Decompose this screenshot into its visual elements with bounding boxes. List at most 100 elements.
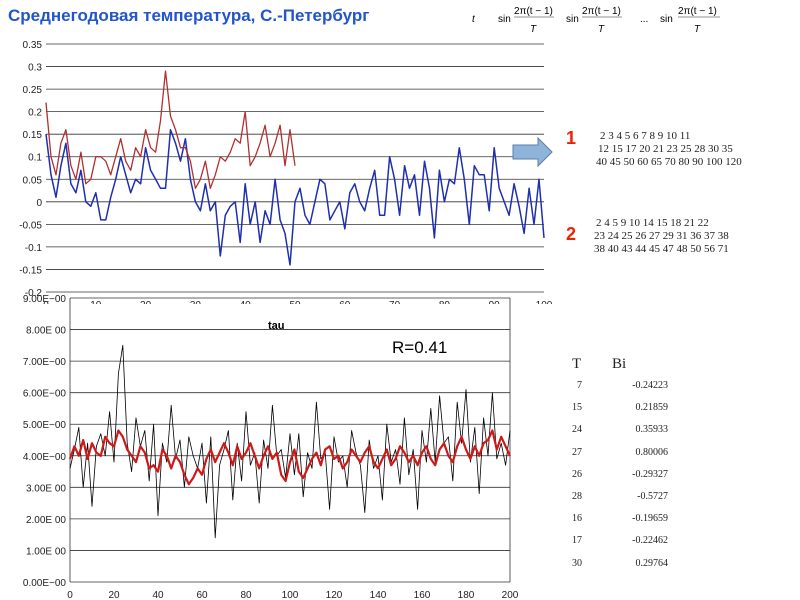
bi-cell-bi: 0.80006 bbox=[635, 446, 669, 458]
y-tick-label: 0.25 bbox=[23, 85, 43, 96]
x-tick-label: 100 bbox=[536, 300, 553, 304]
bi-cell-bi: -0.5727 bbox=[637, 490, 668, 502]
x-tick-label: 20 bbox=[108, 590, 120, 600]
y-tick-label: 2.00E 00 bbox=[26, 515, 66, 526]
series-line-0 bbox=[69, 344, 511, 539]
bi-cell-bi: 0.35933 bbox=[635, 424, 669, 436]
y-tick-label: 0.3 bbox=[28, 63, 42, 74]
series-line-0 bbox=[45, 128, 545, 266]
bi-cell-t: 15 bbox=[572, 402, 582, 414]
x-tick-label: 60 bbox=[339, 300, 351, 304]
period-set-2-line: 38 40 43 44 45 47 48 50 56 71 bbox=[594, 243, 729, 255]
bi-table-header: T Bi bbox=[556, 356, 676, 380]
x-tick-label: 60 bbox=[196, 590, 208, 600]
bi-table-row: 27 0.80006 bbox=[556, 447, 676, 469]
formula-den-n: T bbox=[694, 24, 701, 35]
x-tick-label: 80 bbox=[240, 590, 252, 600]
x-tick-label: 120 bbox=[326, 590, 343, 600]
y-tick-label: 9.00E−00 bbox=[23, 294, 67, 305]
y-tick-label: -0.15 bbox=[19, 265, 42, 276]
y-tick-label: 0.15 bbox=[23, 130, 43, 141]
bi-table-row: 15 0.21859 bbox=[556, 402, 676, 424]
y-tick-label: 6.00E−00 bbox=[23, 389, 67, 400]
y-tick-label: 0.1 bbox=[28, 153, 42, 164]
label-one: 1 bbox=[566, 128, 577, 148]
y-tick-label: 0.00E−00 bbox=[23, 578, 67, 589]
bi-cell-t: 17 bbox=[572, 535, 582, 547]
bi-cell-t: 7 bbox=[577, 380, 582, 391]
bi-cell-t: 30 bbox=[572, 557, 582, 569]
formula-t: t bbox=[472, 14, 476, 25]
y-tick-label: 8.00E 00 bbox=[26, 326, 66, 337]
correlation-label: R=0.41 bbox=[392, 338, 448, 357]
y-tick-label: 1.00E 00 bbox=[26, 546, 66, 557]
bi-cell-bi: 0.21859 bbox=[635, 402, 669, 414]
formula-num-2: 2π(t − 1) bbox=[582, 6, 621, 17]
y-tick-label: 0.35 bbox=[23, 40, 43, 51]
series-line-1 bbox=[68, 429, 511, 486]
y-tick-label: 0 bbox=[36, 198, 42, 209]
page-title: Среднегодовая температура, С.-Петербург bbox=[8, 6, 370, 25]
bi-table-row: 24 0.35933 bbox=[556, 424, 676, 446]
x-tick-label: 40 bbox=[240, 300, 252, 304]
bi-table: T Bi 7 -0.24223 15 0.21859 24 0.35933 27 0.8000… bbox=[556, 356, 676, 580]
formula-sin-n: sin bbox=[660, 14, 673, 25]
y-tick-label: -0.05 bbox=[19, 220, 42, 231]
bi-table-row: 7 -0.24223 bbox=[556, 380, 676, 402]
period-set-1-line: 12 15 17 20 21 23 25 28 30 35 bbox=[598, 143, 733, 155]
x-tick-label: 30 bbox=[190, 300, 202, 304]
period-set-2-line: 2 4 5 9 10 14 15 18 21 22 bbox=[596, 217, 709, 229]
y-tick-label: -0.2 bbox=[25, 288, 43, 299]
label-two: 2 bbox=[566, 224, 577, 244]
formula-den-2: T bbox=[598, 24, 605, 35]
period-set-1-line: 2 3 4 5 6 7 8 9 10 11 bbox=[600, 130, 691, 142]
period-set-2-line: 23 24 25 26 27 29 31 36 37 38 bbox=[594, 230, 729, 242]
x-tick-label: 70 bbox=[389, 300, 401, 304]
arrow-icon bbox=[512, 137, 553, 168]
x-tick-label: 80 bbox=[439, 300, 451, 304]
x-tick-label: 140 bbox=[370, 590, 387, 600]
x-tick-label: 20 bbox=[140, 300, 152, 304]
series-line-1 bbox=[45, 70, 296, 189]
period-set-1-line: 40 45 50 60 65 70 80 90 100 120 bbox=[596, 156, 742, 168]
formula-num-1: 2π(t − 1) bbox=[514, 6, 553, 17]
bi-cell-t: 26 bbox=[572, 468, 582, 480]
bi-cell-bi: -0.19659 bbox=[632, 513, 668, 525]
bi-table-row: 16 -0.19659 bbox=[556, 513, 676, 535]
period-set-1: 2 3 4 5 6 7 8 9 10 11 12 15 17 20 21 23 … bbox=[596, 130, 742, 169]
x-tick-label: 0 bbox=[43, 300, 49, 304]
top-x-axis-label: tau bbox=[268, 320, 285, 332]
y-tick-label: 4.00E−00 bbox=[23, 452, 67, 463]
formula-den-1: T bbox=[530, 24, 537, 35]
bottom-chart: 9.00E−00 8.00E 00 7.00E−00 6.00E−00 5.00E−00… bbox=[23, 294, 519, 600]
bi-header-t: T bbox=[572, 356, 582, 372]
x-tick-label: 160 bbox=[414, 590, 431, 600]
period-set-2: 2 4 5 9 10 14 15 18 21 22 23 24 25 26 27… bbox=[594, 217, 729, 256]
bi-header-bi: Bi bbox=[612, 356, 627, 372]
x-tick-label: 90 bbox=[489, 300, 501, 304]
bi-table-row: 30 0.29764 bbox=[556, 558, 676, 580]
y-tick-label: 7.00E−00 bbox=[23, 357, 67, 368]
formula-sin-1: sin bbox=[498, 14, 511, 25]
y-tick-label: 0.2 bbox=[28, 108, 42, 119]
x-tick-label: 10 bbox=[90, 300, 102, 304]
x-tick-label: 200 bbox=[502, 590, 519, 600]
bi-cell-t: 28 bbox=[572, 490, 582, 502]
formula-num-n: 2π(t − 1) bbox=[678, 6, 717, 17]
bi-table-row: 28 -0.5727 bbox=[556, 491, 676, 513]
top-chart: 0.35 0.3 0.25 0.2 0.15 0.1 0.05 0 -0.05 -0.1 -0.15… bbox=[19, 40, 553, 304]
x-tick-label: 180 bbox=[458, 590, 475, 600]
bi-table-row: 26 -0.29327 bbox=[556, 469, 676, 491]
bi-cell-bi: -0.29327 bbox=[632, 468, 668, 480]
y-tick-label: 0.05 bbox=[23, 175, 43, 186]
formula-dots: ... bbox=[640, 14, 648, 25]
x-tick-label: 50 bbox=[289, 300, 301, 304]
x-tick-label: 0 bbox=[67, 590, 73, 600]
bi-cell-t: 27 bbox=[572, 446, 582, 458]
y-tick-label: -0.1 bbox=[25, 243, 43, 254]
y-tick-label: 3.00E 00 bbox=[26, 483, 66, 494]
bi-table-row: 17 -0.22462 bbox=[556, 535, 676, 557]
bi-cell-bi: -0.22462 bbox=[632, 535, 668, 547]
formula: t sin 2π(t − 1) T sin 2π(t − 1) T ... si… bbox=[472, 6, 720, 35]
bi-cell-bi: -0.24223 bbox=[632, 380, 668, 391]
